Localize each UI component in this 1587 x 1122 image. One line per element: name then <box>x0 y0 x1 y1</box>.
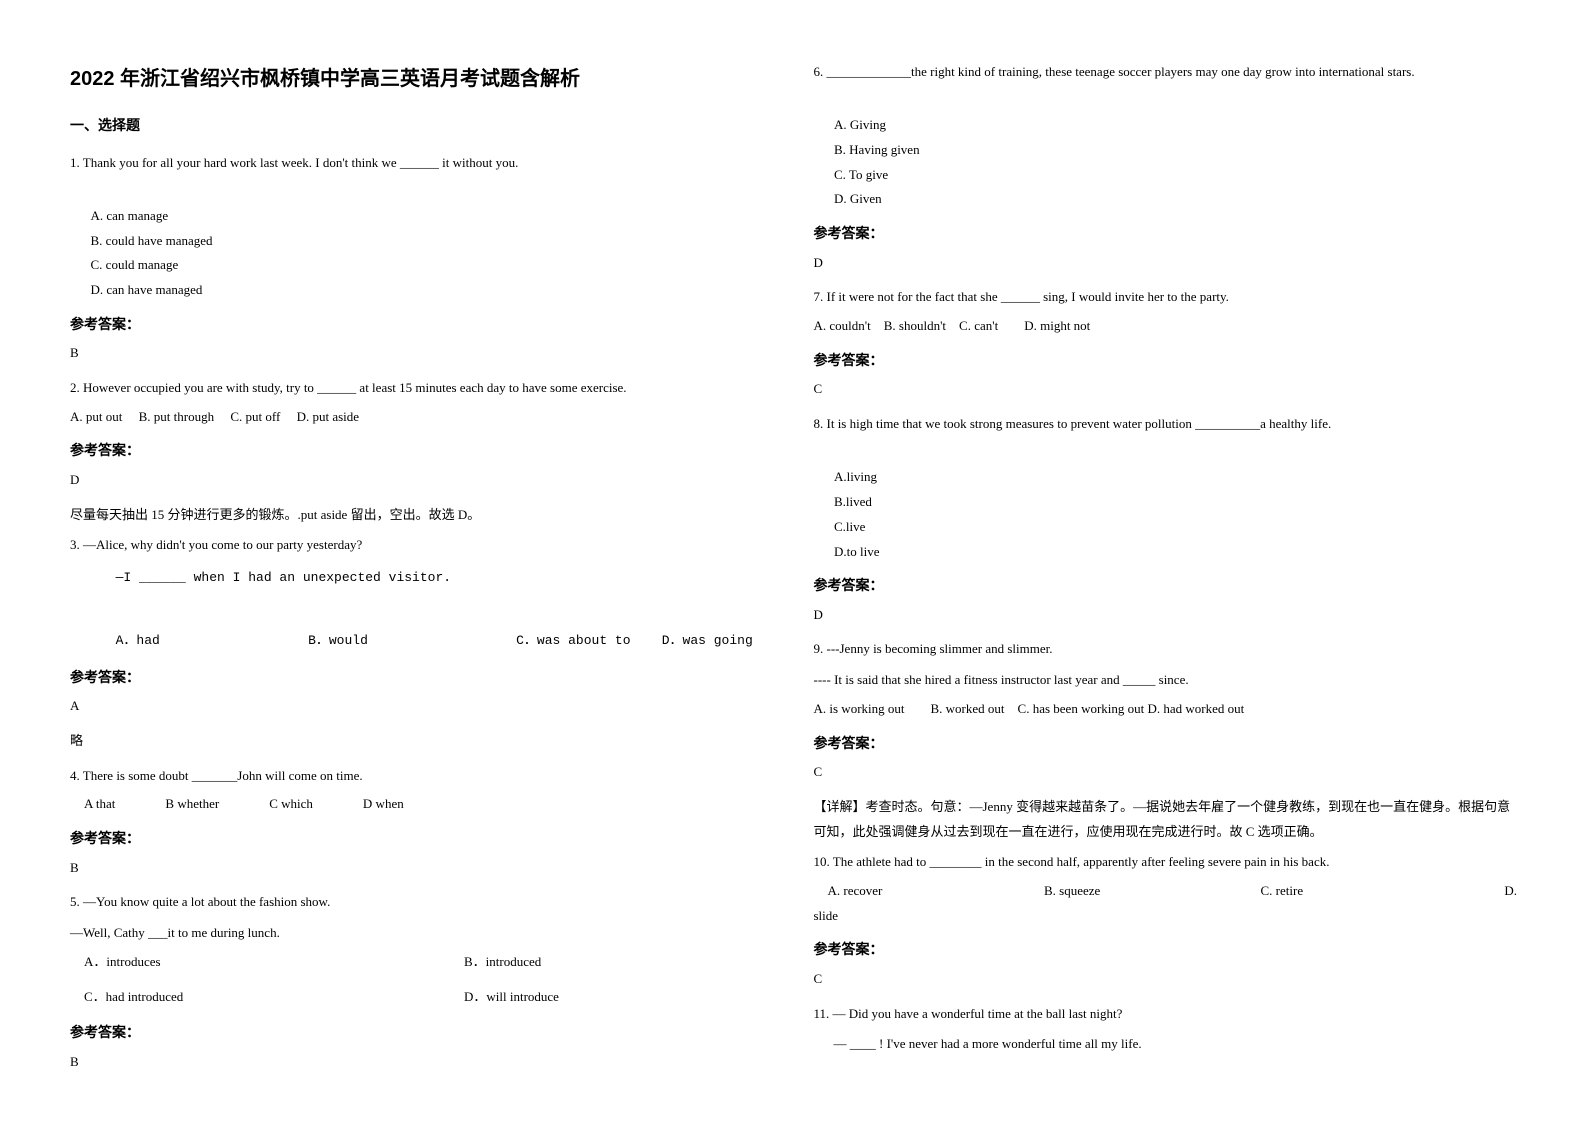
question-9: 9. ---Jenny is becoming slimmer and slim… <box>814 637 1518 662</box>
question-5: 5. —You know quite a lot about the fashi… <box>70 890 774 915</box>
q1-opt-d: D. can have managed <box>91 282 203 297</box>
q4-opt-d: D when <box>363 792 404 817</box>
q7-opt-d: D. might not <box>1024 318 1090 333</box>
q9-opt-c: C. has been working out <box>1018 701 1145 716</box>
question-5-options-row2: C．had introduced D．will introduce <box>84 985 774 1010</box>
q3-opt-b: B．would <box>308 633 368 648</box>
q7-opt-b: B. shouldn't <box>884 318 946 333</box>
question-11b: — ____ ! I've never had a more wonderful… <box>834 1032 1518 1057</box>
q6-opt-c: C. To give <box>834 167 888 182</box>
q9-opt-a: A. is working out <box>814 701 905 716</box>
q2-opt-a: A. put out <box>70 409 122 424</box>
q4-opt-c: C which <box>269 792 313 817</box>
q10-answer: C <box>814 967 1518 992</box>
q8-opt-c: C.live <box>834 519 865 534</box>
q2-answer: D <box>70 468 774 493</box>
q6-opt-a: A. Giving <box>834 117 886 132</box>
q10-opt-a: A. recover <box>828 879 1045 904</box>
q1-answer: B <box>70 341 774 366</box>
q8-answer: D <box>814 603 1518 628</box>
question-6: 6. _____________the right kind of traini… <box>814 60 1518 85</box>
page-title: 2022 年浙江省绍兴市枫桥镇中学高三英语月考试题含解析 <box>70 60 774 98</box>
q4-opt-a: A that <box>84 792 115 817</box>
q2-opt-d: D. put aside <box>297 409 359 424</box>
q4-ref-label: 参考答案： <box>70 825 774 852</box>
question-5-options-row1: A．introduces B．introduced <box>84 950 774 975</box>
question-2: 2. However occupied you are with study, … <box>70 376 774 401</box>
q2-ref-label: 参考答案： <box>70 437 774 464</box>
question-9b: ---- It is said that she hired a fitness… <box>814 668 1518 693</box>
q10-ref-label: 参考答案： <box>814 936 1518 963</box>
question-11: 11. — Did you have a wonderful time at t… <box>814 1002 1518 1027</box>
q7-opt-a: A. couldn't <box>814 318 871 333</box>
q7-opt-c: C. can't <box>959 318 998 333</box>
q9-ref-label: 参考答案： <box>814 730 1518 757</box>
question-10-options: A. recover B. squeeze C. retire D. <box>828 879 1518 904</box>
q8-opt-a: A.living <box>834 469 877 484</box>
q8-opt-b: B.lived <box>834 494 872 509</box>
q6-ref-label: 参考答案： <box>814 220 1518 247</box>
q9-opt-d: D. had worked out <box>1148 701 1245 716</box>
q5-answer: B <box>70 1050 774 1075</box>
q3-opt-c: C．was about to <box>516 633 630 648</box>
q8-ref-label: 参考答案： <box>814 572 1518 599</box>
q6-answer: D <box>814 251 1518 276</box>
q5-ref-label: 参考答案： <box>70 1019 774 1046</box>
q9-explanation: 【详解】考查时态。句意：—Jenny 变得越来越苗条了。—据说她去年雇了一个健身… <box>814 795 1518 844</box>
question-1-options: A. can manage B. could have managed C. c… <box>84 179 774 302</box>
q3-ref-label: 参考答案： <box>70 664 774 691</box>
q9-answer: C <box>814 760 1518 785</box>
question-8: 8. It is high time that we took strong m… <box>814 412 1518 437</box>
q10-opt-c: C. retire <box>1261 879 1478 904</box>
q5-opt-b: B．introduced <box>464 950 541 975</box>
question-8-options: A.living B.lived C.live D.to live <box>828 441 1518 564</box>
q3-opt-a: A．had <box>116 633 160 648</box>
section-heading: 一、选择题 <box>70 114 774 141</box>
question-7-options: A. couldn't B. shouldn't C. can't D. mig… <box>814 314 1518 339</box>
question-5b: —Well, Cathy ___it to me during lunch. <box>70 921 774 946</box>
q4-answer: B <box>70 856 774 881</box>
q5-opt-c: C．had introduced <box>84 985 334 1010</box>
q1-opt-c: C. could manage <box>91 257 179 272</box>
q2-opt-c: C. put off <box>230 409 280 424</box>
question-3: 3. —Alice, why didn't you come to our pa… <box>70 533 774 558</box>
q5-opt-d: D．will introduce <box>464 985 559 1010</box>
question-6-options: A. Giving B. Having given C. To give D. … <box>828 89 1518 212</box>
q3-opt-d: D．was going <box>662 633 753 648</box>
q1-opt-a: A. can manage <box>91 208 169 223</box>
question-4: 4. There is some doubt _______John will … <box>70 764 774 789</box>
question-3-options-row1: A．had B．would C．was about to D．was going <box>100 599 774 656</box>
q1-opt-b: B. could have managed <box>91 233 213 248</box>
question-10: 10. The athlete had to ________ in the s… <box>814 850 1518 875</box>
q6-opt-d: D. Given <box>834 191 882 206</box>
q2-explanation: 尽量每天抽出 15 分钟进行更多的锻炼。.put aside 留出，空出。故选 … <box>70 503 774 528</box>
question-7: 7. If it were not for the fact that she … <box>814 285 1518 310</box>
question-9-options: A. is working out B. worked out C. has b… <box>814 697 1518 722</box>
q3-answer: A <box>70 694 774 719</box>
q6-opt-b: B. Having given <box>834 142 920 157</box>
q10-opt-d: D. <box>1477 879 1517 904</box>
q3-answer-2: 略 <box>70 729 774 754</box>
question-3-line2: —I ______ when I had an unexpected visit… <box>100 564 774 593</box>
q7-answer: C <box>814 377 1518 402</box>
q1-ref-label: 参考答案： <box>70 311 774 338</box>
q2-opt-b: B. put through <box>139 409 214 424</box>
question-1: 1. Thank you for all your hard work last… <box>70 151 774 176</box>
q5-opt-a: A．introduces <box>84 950 334 975</box>
q9-opt-b: B. worked out <box>931 701 1005 716</box>
q7-ref-label: 参考答案： <box>814 347 1518 374</box>
q8-opt-d: D.to live <box>834 544 880 559</box>
question-4-options: A that B whether C which D when <box>84 792 774 817</box>
q4-opt-b: B whether <box>165 792 219 817</box>
question-2-options: A. put out B. put through C. put off D. … <box>70 405 774 430</box>
q10-opt-b: B. squeeze <box>1044 879 1261 904</box>
q10-opt-d-text: slide <box>814 904 1518 929</box>
